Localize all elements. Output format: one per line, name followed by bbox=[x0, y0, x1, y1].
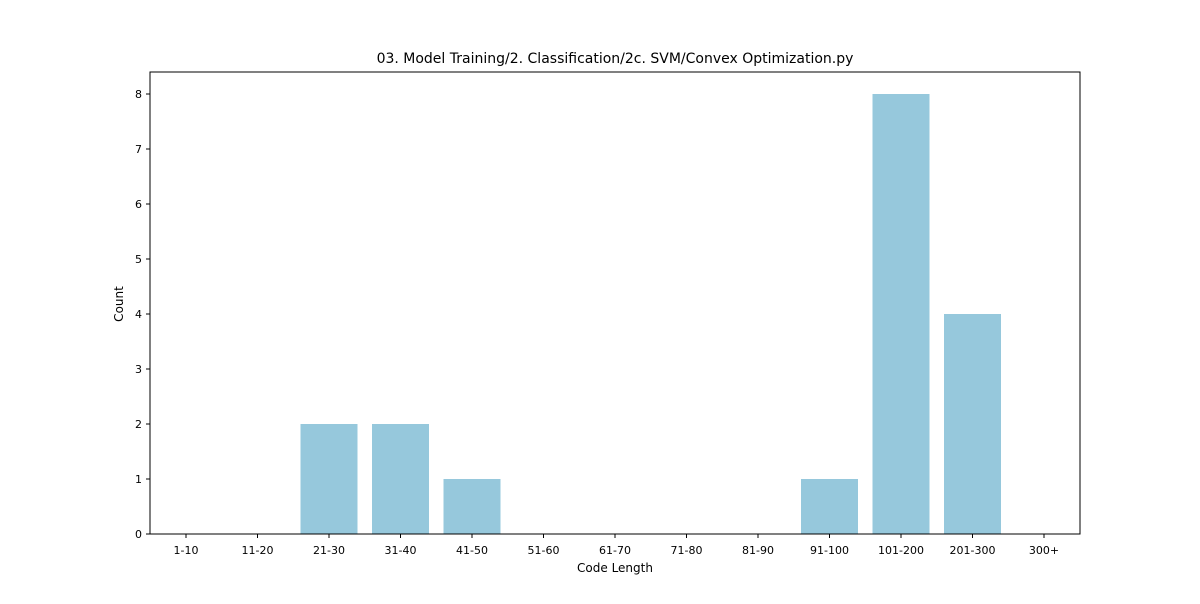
bar-41-50 bbox=[443, 479, 501, 534]
chart-title: 03. Model Training/2. Classification/2c.… bbox=[377, 51, 854, 67]
y-tick-label: 8 bbox=[135, 88, 142, 101]
y-tick-label: 1 bbox=[135, 473, 142, 486]
x-tick-label: 71-80 bbox=[671, 544, 703, 557]
bar-201-300 bbox=[944, 314, 1001, 534]
x-tick-label: 1-10 bbox=[174, 544, 199, 557]
bar-91-100 bbox=[801, 479, 858, 534]
x-tick-label: 31-40 bbox=[385, 544, 417, 557]
y-tick-label: 0 bbox=[135, 528, 142, 541]
bar-21-30 bbox=[300, 424, 358, 534]
x-tick-label: 91-100 bbox=[810, 544, 849, 557]
x-tick-label: 201-300 bbox=[950, 544, 996, 557]
bar-31-40 bbox=[372, 424, 429, 534]
y-tick-label: 7 bbox=[135, 143, 142, 156]
x-tick-label: 51-60 bbox=[528, 544, 560, 557]
plot-frame bbox=[149, 71, 1081, 535]
y-axis-ticks: 0 1 2 3 4 5 6 7 8 bbox=[135, 88, 150, 541]
y-tick-label: 6 bbox=[135, 198, 142, 211]
x-tick-label: 41-50 bbox=[456, 544, 488, 557]
y-axis-label: Count bbox=[112, 286, 126, 322]
x-tick-label: 300+ bbox=[1029, 544, 1059, 557]
y-tick-label: 2 bbox=[135, 418, 142, 431]
x-tick-label: 21-30 bbox=[313, 544, 345, 557]
bar-101-200 bbox=[872, 94, 930, 534]
x-axis-ticks: 1-10 11-20 21-30 31-40 41-50 51-60 61-70 71-80 8… bbox=[174, 534, 1059, 557]
x-tick-label: 11-20 bbox=[242, 544, 274, 557]
x-axis-label: Code Length bbox=[577, 561, 653, 575]
x-tick-label: 61-70 bbox=[599, 544, 631, 557]
y-tick-label: 4 bbox=[135, 308, 142, 321]
x-tick-label: 81-90 bbox=[742, 544, 774, 557]
x-tick-label: 101-200 bbox=[878, 544, 924, 557]
y-tick-label: 3 bbox=[135, 363, 142, 376]
bars-layer bbox=[300, 94, 1001, 534]
y-tick-label: 5 bbox=[135, 253, 142, 266]
